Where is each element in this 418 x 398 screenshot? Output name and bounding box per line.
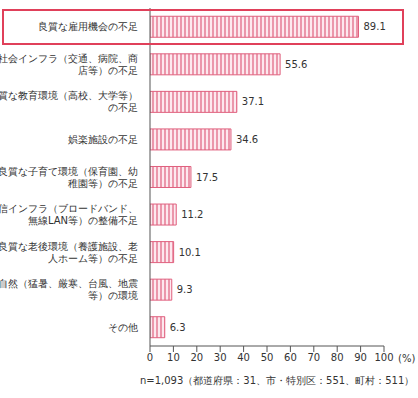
svg-text:70: 70 bbox=[307, 352, 320, 363]
svg-text:10.1: 10.1 bbox=[179, 247, 201, 258]
svg-text:0: 0 bbox=[147, 352, 153, 363]
svg-text:11.2: 11.2 bbox=[181, 209, 203, 220]
svg-text:37.1: 37.1 bbox=[242, 96, 264, 107]
svg-text:9.3: 9.3 bbox=[177, 284, 193, 295]
svg-text:90: 90 bbox=[354, 352, 367, 363]
svg-text:34.6: 34.6 bbox=[236, 134, 258, 145]
svg-text:40: 40 bbox=[237, 352, 250, 363]
svg-text:通信インフラ（ブロードバンド、: 通信インフラ（ブロードバンド、 bbox=[8, 203, 138, 214]
svg-text:60: 60 bbox=[284, 352, 297, 363]
svg-text:6.3: 6.3 bbox=[170, 322, 186, 333]
svg-text:等）の環境: 等）の環境 bbox=[88, 290, 138, 301]
svg-text:社会インフラ（交通、病院、商: 社会インフラ（交通、病院、商 bbox=[8, 53, 138, 64]
svg-text:人ホーム等）の不足: 人ホーム等）の不足 bbox=[48, 253, 138, 264]
svg-text:その他: その他 bbox=[108, 322, 138, 333]
svg-text:良質な雇用機会の不足: 良質な雇用機会の不足 bbox=[38, 21, 138, 32]
svg-text:55.6: 55.6 bbox=[285, 59, 307, 70]
svg-text:無線LAN等）の整備不足: 無線LAN等）の整備不足 bbox=[28, 215, 138, 226]
svg-text:50: 50 bbox=[261, 352, 274, 363]
html-text:n=1,093（都道府県：31、市・特別区：551、町村：5: n=1,093（都道府県：31、市・特別区：551、町村：511） bbox=[140, 375, 415, 386]
svg-text:稚園等）の不足: 稚園等）の不足 bbox=[68, 178, 138, 189]
svg-text:30: 30 bbox=[214, 352, 227, 363]
svg-text:店等）の不足: 店等）の不足 bbox=[78, 65, 138, 76]
svg-text:80: 80 bbox=[331, 352, 344, 363]
svg-text:(%): (%) bbox=[398, 353, 410, 364]
svg-text:娯楽施設の不足: 娯楽施設の不足 bbox=[68, 134, 138, 145]
svg-text:10: 10 bbox=[167, 352, 180, 363]
svg-text:自然（猛暑、厳寒、台風、地震: 自然（猛暑、厳寒、台風、地震 bbox=[8, 278, 138, 289]
svg-text:良質な教育環境（高校、大学等）: 良質な教育環境（高校、大学等） bbox=[8, 90, 138, 101]
svg-text:良質な老後環境（養護施設、老: 良質な老後環境（養護施設、老 bbox=[8, 241, 138, 252]
svg-text:17.5: 17.5 bbox=[196, 172, 218, 183]
svg-text:の不足: の不足 bbox=[108, 102, 138, 113]
svg-text:20: 20 bbox=[190, 352, 203, 363]
svg-text:89.1: 89.1 bbox=[363, 21, 385, 32]
svg-text:100: 100 bbox=[374, 352, 393, 363]
svg-text:良質な子育て環境（保育園、幼: 良質な子育て環境（保育園、幼 bbox=[8, 166, 138, 177]
